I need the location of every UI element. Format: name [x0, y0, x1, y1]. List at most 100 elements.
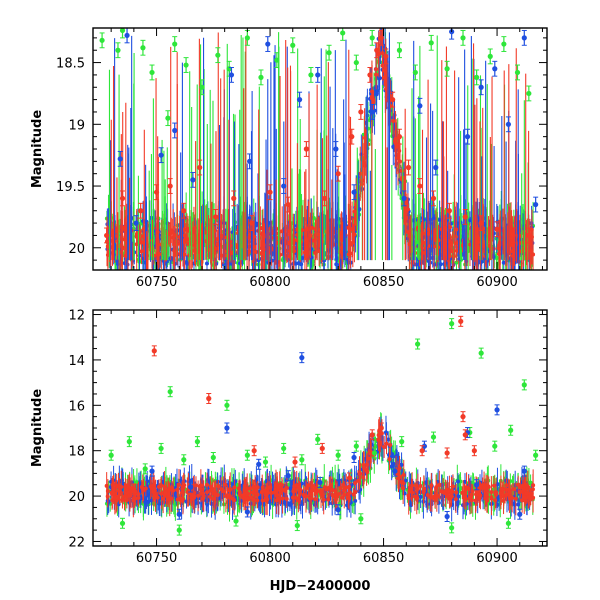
data-point	[396, 155, 401, 160]
data-point	[398, 159, 403, 164]
data-point	[140, 45, 146, 51]
data-point	[444, 66, 450, 72]
data-point	[501, 41, 507, 47]
x-tick-label: 60800	[249, 275, 290, 290]
data-point	[138, 208, 144, 214]
data-point	[228, 72, 235, 78]
data-point	[311, 215, 316, 220]
data-point	[492, 66, 498, 72]
data-point	[508, 479, 513, 484]
data-point	[159, 242, 164, 247]
top-panel: 60750 60800 60850 60900 18.5 19 19.5 20 Magnitud…	[30, 22, 548, 290]
data-point	[315, 72, 321, 78]
data-point	[199, 239, 204, 244]
x-tick-label: 60750	[136, 275, 177, 290]
data-point	[463, 479, 468, 484]
data-point	[369, 35, 375, 41]
data-point	[254, 250, 259, 255]
data-point	[454, 227, 459, 232]
data-point	[183, 235, 188, 240]
data-point	[173, 233, 178, 238]
data-point	[412, 69, 418, 76]
data-point	[185, 261, 190, 266]
data-point	[349, 134, 355, 140]
data-point	[417, 103, 423, 109]
data-point	[400, 177, 405, 182]
data-point	[274, 57, 280, 63]
plot-area	[104, 315, 539, 536]
data-point	[115, 47, 121, 53]
data-point	[405, 230, 410, 235]
data-point	[391, 144, 396, 149]
data-point	[414, 262, 419, 267]
data-point	[224, 235, 229, 240]
data-point	[409, 237, 414, 242]
data-point	[249, 220, 255, 226]
data-point	[497, 243, 502, 248]
data-point	[290, 42, 296, 48]
y-tick-label: 18.5	[56, 57, 85, 72]
data-point	[423, 246, 428, 251]
data-point	[268, 499, 273, 504]
data-point	[511, 254, 516, 259]
data-point	[377, 76, 382, 81]
data-point	[428, 40, 434, 46]
data-point	[247, 158, 253, 164]
data-point	[353, 59, 359, 66]
data-point	[449, 242, 454, 247]
data-point	[139, 249, 144, 254]
data-point	[333, 146, 339, 152]
data-point	[460, 35, 466, 41]
data-point	[367, 72, 373, 78]
data-point	[285, 201, 291, 208]
data-point	[379, 22, 383, 26]
data-point	[167, 183, 173, 189]
data-point	[521, 35, 527, 41]
data-point	[119, 28, 126, 34]
data-point	[246, 250, 251, 255]
data-point	[104, 232, 110, 239]
data-point	[358, 109, 364, 115]
data-point	[383, 53, 389, 59]
data-point	[396, 47, 403, 53]
data-point	[190, 177, 196, 183]
data-point	[340, 30, 346, 36]
data-point	[158, 152, 164, 158]
data-point	[221, 502, 226, 507]
data-point	[401, 195, 407, 201]
data-point	[358, 171, 363, 176]
data-point	[510, 232, 516, 239]
data-point	[124, 32, 130, 39]
data-point	[337, 249, 342, 254]
data-point	[526, 90, 532, 97]
data-point	[299, 262, 304, 267]
data-point	[378, 35, 384, 41]
data-point	[351, 232, 356, 237]
data-point	[99, 37, 105, 43]
data-point	[197, 164, 203, 171]
data-point	[153, 189, 160, 195]
data-point	[265, 41, 271, 47]
data-point	[505, 121, 512, 127]
data-point	[211, 228, 216, 233]
data-point	[335, 171, 341, 177]
data-point	[487, 53, 493, 59]
x-tick-label: 60850	[363, 275, 404, 290]
data-point	[446, 208, 452, 214]
data-point	[326, 50, 332, 56]
data-point	[269, 247, 274, 252]
y-tick-label: 19	[68, 118, 85, 133]
data-point	[149, 69, 155, 76]
data-point	[391, 119, 396, 124]
data-point	[351, 189, 357, 195]
data-point	[244, 35, 250, 41]
data-point	[526, 232, 532, 239]
data-point	[417, 183, 423, 189]
data-point	[321, 195, 328, 201]
data-point	[454, 260, 459, 265]
data-point	[151, 253, 156, 258]
data-point	[122, 261, 127, 266]
data-point	[172, 127, 178, 134]
data-point	[390, 97, 396, 103]
